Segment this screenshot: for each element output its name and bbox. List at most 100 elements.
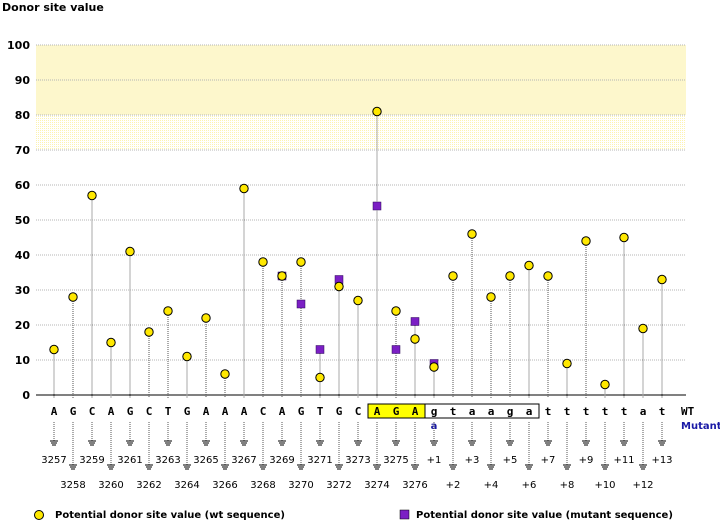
position-label: 3265 (193, 455, 218, 466)
y-tick-label: 70 (15, 144, 31, 157)
wt-marker (410, 334, 420, 344)
legend-wt-label: Potential donor site value (wt sequence) (55, 510, 285, 520)
wt-marker (657, 274, 667, 285)
position-label: +4 (484, 480, 499, 491)
position-label: +7 (541, 455, 556, 466)
wt-marker (429, 362, 439, 372)
highlight-band (36, 115, 686, 150)
base-letter: A (51, 405, 58, 418)
position-label: 3264 (174, 480, 199, 491)
base-letter: A (241, 405, 248, 418)
wt-marker (258, 257, 268, 267)
position-label: 3273 (345, 455, 370, 466)
position-label: 3259 (79, 455, 104, 466)
wt-marker (277, 271, 287, 281)
legend-wt-marker (34, 510, 44, 520)
position-label: 3276 (402, 480, 427, 491)
position-label: 3270 (288, 480, 313, 491)
position-label: +5 (503, 455, 518, 466)
position-label: +13 (651, 455, 672, 466)
mutant-marker (372, 201, 382, 211)
base-letter: t (564, 405, 571, 418)
position-label: 3275 (383, 455, 408, 466)
base-letter: A (203, 405, 210, 418)
y-tick-label: 40 (15, 249, 31, 262)
intron-box (424, 403, 540, 419)
base-letter: G (184, 405, 191, 418)
wt-marker (467, 229, 477, 239)
wt-marker (106, 337, 116, 348)
position-label: 3271 (307, 455, 332, 466)
base-letter: C (146, 405, 153, 418)
position-label: +10 (594, 480, 615, 491)
position-label: 3258 (60, 480, 85, 491)
base-letter: t (583, 405, 590, 418)
wt-row-label: WT (681, 405, 695, 418)
base-letter: G (336, 405, 343, 418)
base-letter: a (469, 405, 476, 418)
base-letter: A (108, 405, 115, 418)
base-letter: t (602, 405, 609, 418)
wt-marker (49, 344, 59, 355)
mutant-row-label: Mutant (681, 421, 720, 432)
y-tick-label: 80 (15, 109, 31, 122)
wt-marker (163, 306, 173, 316)
y-tick-label: 100 (7, 39, 30, 52)
wt-marker (638, 323, 648, 334)
position-label: 3260 (98, 480, 123, 491)
position-label: 3257 (41, 455, 66, 466)
position-label: +9 (579, 455, 594, 466)
base-letter: C (260, 405, 267, 418)
y-axis-ticks: 0 10 20 30 40 50 60 70 80 90 100 (7, 39, 30, 402)
mutant-marker (315, 345, 325, 354)
base-letter: C (355, 405, 362, 418)
highlight-bands (36, 45, 686, 150)
base-letter: t (659, 405, 666, 418)
base-letter: G (127, 405, 134, 418)
base-letter: A (412, 405, 419, 418)
base-letter: T (317, 405, 324, 418)
legend-mutant-marker (399, 509, 410, 520)
mutant-marker (296, 299, 306, 309)
wt-marker (220, 369, 230, 379)
position-label: 3262 (136, 480, 161, 491)
position-label: 3268 (250, 480, 275, 491)
base-letter: t (621, 405, 628, 418)
position-label: 3263 (155, 455, 180, 466)
position-labels: 3257 3258 3259 3260 3261 3262 3263 3264 3265 3266… (41, 422, 673, 491)
wt-marker (87, 190, 97, 201)
position-label: 3261 (117, 455, 142, 466)
position-label: +3 (465, 455, 480, 466)
position-label: +1 (427, 455, 442, 466)
y-tick-label: 10 (15, 354, 31, 367)
base-letter: G (393, 405, 400, 418)
wt-marker (448, 271, 458, 281)
wt-marker (391, 306, 401, 316)
position-label: 3269 (269, 455, 294, 466)
position-label: +2 (446, 480, 461, 491)
sequence-row: AGCAGCTGAAACAGTGCAGAgataagatttttat (51, 405, 666, 432)
wt-marker (543, 271, 553, 281)
sequence-boxes (367, 403, 540, 419)
legend: Potential donor site value (wt sequence)… (34, 509, 673, 520)
position-label: 3274 (364, 480, 389, 491)
grid-lines (36, 44, 686, 396)
base-letter: T (165, 405, 172, 418)
base-letter: G (298, 405, 305, 418)
position-label: +11 (613, 455, 634, 466)
base-letter: A (374, 405, 381, 418)
wt-marker (619, 232, 629, 243)
wt-marker (182, 351, 192, 362)
base-letter: g (507, 405, 514, 418)
wt-marker (353, 295, 363, 306)
wt-marker (372, 106, 382, 117)
wt-marker (144, 327, 154, 337)
position-label: +12 (632, 480, 653, 491)
base-letter: C (89, 405, 96, 418)
wt-marker (239, 183, 249, 194)
y-tick-label: 30 (15, 284, 31, 297)
mutant-marker (410, 317, 420, 326)
wt-marker (125, 246, 135, 257)
y-tick-label: 50 (15, 214, 31, 227)
